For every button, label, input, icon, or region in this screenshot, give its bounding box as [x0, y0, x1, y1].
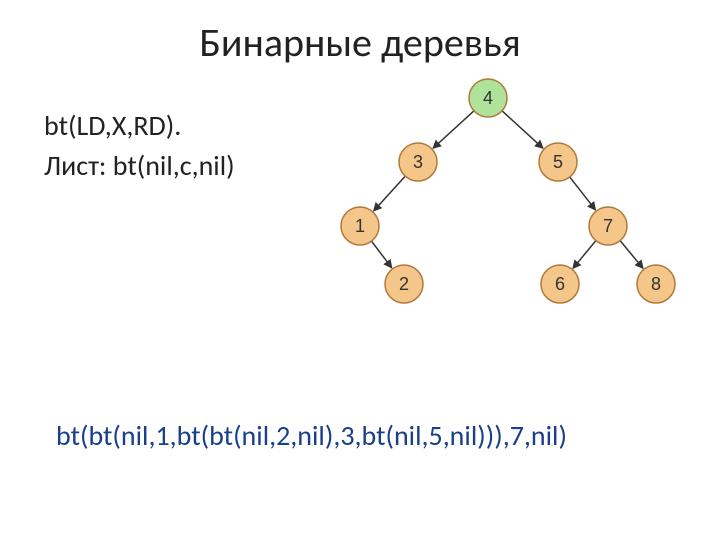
tree-edge: [371, 241, 391, 267]
definition-line-2: Лист: bt(nil,c,nil): [44, 148, 235, 183]
tree-node-label: 7: [603, 216, 613, 236]
tree-node: 3: [399, 143, 437, 181]
tree-node-label: 2: [399, 274, 409, 294]
tree-svg: 4 3 5 1 7 2 6 8: [290, 72, 686, 310]
tree-edge: [374, 176, 405, 210]
tree-node-label: 1: [355, 216, 365, 236]
tree-node: 1: [341, 207, 379, 245]
definition-line-1: bt(LD,X,RD).: [44, 108, 181, 143]
slide-title: Бинарные деревья: [0, 18, 720, 67]
tree-node-label: 8: [651, 274, 661, 294]
tree-node-label: 5: [553, 152, 563, 172]
tree-node-label: 3: [413, 152, 423, 172]
tree-node: 2: [385, 265, 423, 303]
tree-node: 5: [539, 143, 577, 181]
tree-edge: [570, 177, 595, 209]
tree-node: 6: [541, 265, 579, 303]
binary-tree-diagram: 4 3 5 1 7 2 6 8: [290, 72, 686, 310]
tree-expression: bt(bt(nil,1,bt(bt(nil,2,nil),3,bt(nil,5,…: [56, 418, 567, 453]
tree-edge: [573, 241, 595, 268]
tree-edge: [620, 241, 642, 268]
tree-node: 8: [637, 265, 675, 303]
tree-node-label: 4: [483, 88, 493, 108]
slide: Бинарные деревья bt(LD,X,RD). Лист: bt(n…: [0, 0, 720, 540]
tree-edge: [433, 111, 473, 148]
tree-node: 4: [469, 79, 507, 117]
tree-node: 7: [589, 207, 627, 245]
tree-node-label: 6: [555, 274, 565, 294]
tree-edge: [502, 111, 542, 148]
